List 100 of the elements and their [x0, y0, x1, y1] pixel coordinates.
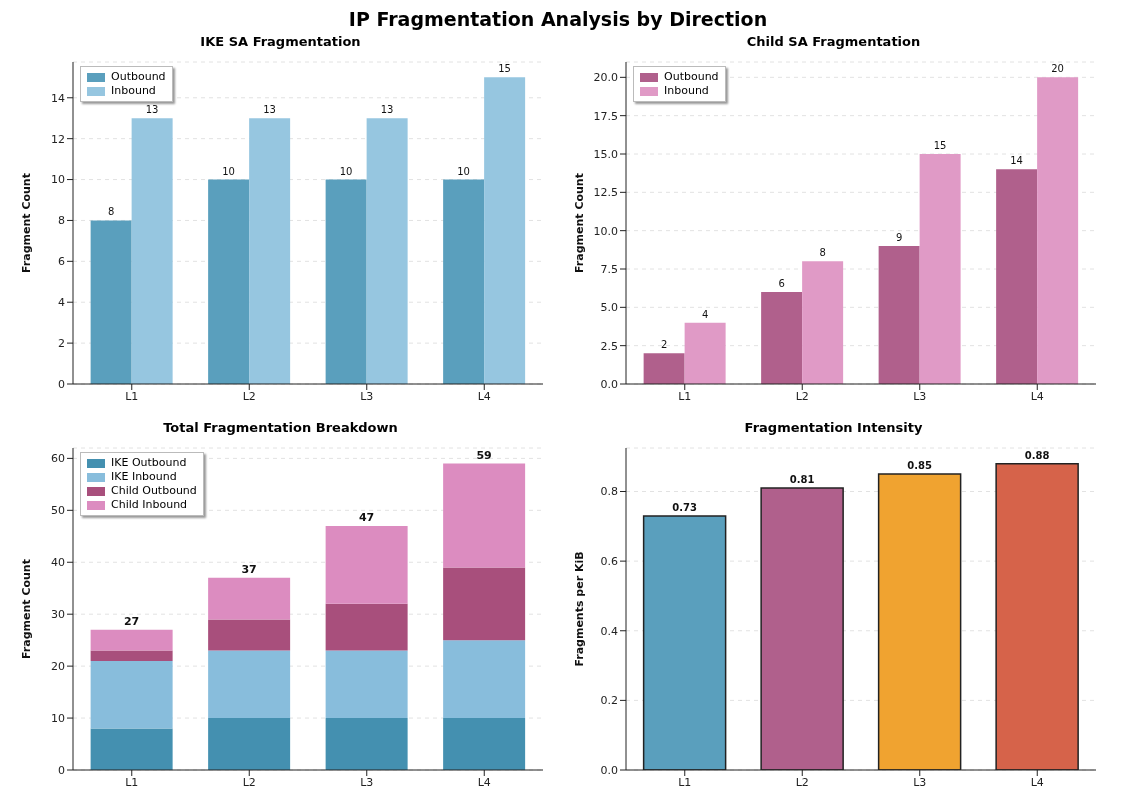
y-tick-label: 12: [51, 132, 65, 146]
x-tick-label: L3: [913, 389, 927, 403]
data-label: 10: [457, 165, 470, 177]
y-tick-label: 4: [58, 296, 65, 310]
legend-label: Outbound: [664, 70, 719, 84]
x-tick-label: L3: [913, 775, 927, 789]
y-tick-label: 20: [51, 660, 65, 674]
y-tick-label: 10: [51, 711, 65, 725]
y-tick-label: 0.6: [600, 555, 618, 569]
legend-label: Outbound: [111, 70, 166, 84]
y-tick-label: 6: [58, 255, 65, 269]
total-label: 47: [358, 510, 375, 524]
data-label: 9: [895, 232, 903, 243]
y-tick-label: 2: [58, 337, 65, 351]
data-label: 8: [107, 206, 115, 218]
bar: [443, 179, 485, 384]
legend-label: Inbound: [111, 84, 156, 98]
y-tick-label: 0.2: [600, 694, 618, 708]
x-tick-label: L1: [125, 389, 139, 403]
data-label: 0.88: [1024, 449, 1050, 461]
bar: [90, 629, 173, 651]
bar: [366, 118, 408, 384]
legend-label: Inbound: [664, 84, 709, 98]
y-axis-title: Fragment Count: [572, 173, 586, 273]
y-axis-title: Fragments per KiB: [572, 551, 586, 667]
text: IP Fragmentation Analysis by Direction: [348, 8, 768, 30]
bar: [208, 718, 291, 770]
y-tick-label: 12.5: [593, 186, 618, 200]
chart-title: Child SA Fragmentation: [745, 34, 922, 51]
data-label: 15: [498, 63, 511, 75]
x-tick-label: L3: [360, 389, 374, 403]
bar: [325, 718, 408, 770]
y-tick-label: 60: [51, 452, 65, 466]
y-tick-label: 8: [58, 214, 65, 228]
data-label: 6: [778, 278, 785, 289]
x-tick-label: L1: [678, 775, 692, 789]
bar: [131, 118, 173, 384]
bar: [90, 220, 132, 384]
data-label: 10: [222, 165, 235, 177]
data-label: 13: [380, 104, 394, 116]
data-label: 8: [819, 247, 826, 259]
bar: [878, 246, 920, 384]
x-tick-label: L4: [1030, 775, 1044, 789]
x-tick-label: L4: [477, 775, 491, 789]
x-tick-label: L2: [795, 389, 809, 403]
total-label: 27: [123, 614, 140, 628]
bar: [325, 650, 408, 719]
bar: [919, 154, 961, 384]
bar: [208, 577, 291, 620]
bar: [325, 603, 408, 651]
bar: [443, 718, 526, 770]
x-tick-label: L2: [795, 775, 809, 789]
x-tick-label: L4: [1030, 389, 1044, 403]
y-tick-label: 0.0: [600, 763, 618, 777]
x-tick-label: L3: [360, 775, 374, 789]
chart-title: IKE SA Fragmentation: [199, 34, 362, 51]
y-tick-label: 30: [51, 608, 65, 622]
bar: [484, 77, 526, 384]
y-tick-label: 10.0: [593, 224, 618, 238]
data-label: 4: [701, 308, 709, 320]
data-label: 13: [145, 104, 159, 116]
data-label: 15: [933, 140, 947, 151]
bar: [761, 292, 803, 384]
x-tick-label: L2: [242, 775, 256, 789]
bar: [208, 650, 291, 719]
bar: [643, 353, 685, 384]
bar: [1037, 77, 1079, 384]
bar: [443, 463, 526, 568]
x-tick-label: L1: [125, 775, 139, 789]
y-tick-label: 0.4: [600, 624, 618, 638]
bar: [802, 261, 844, 384]
chart-title: Fragmentation Intensity: [743, 420, 924, 437]
y-tick-label: 10: [51, 173, 65, 187]
bar: [249, 118, 291, 384]
y-tick-label: 50: [51, 504, 65, 518]
bar: [443, 640, 526, 719]
bar: [90, 660, 173, 729]
y-tick-label: 15.0: [593, 147, 618, 161]
total-label: 59: [476, 448, 492, 462]
data-label: 14: [1010, 155, 1023, 167]
data-label: 0.73: [672, 501, 697, 513]
y-tick-label: 7.5: [600, 262, 618, 276]
legend-label: IKE Inbound: [111, 470, 177, 484]
y-axis-title: Fragment Count: [19, 559, 33, 659]
bar: [443, 567, 526, 641]
data-label: 20: [1051, 63, 1064, 75]
y-tick-label: 40: [51, 556, 65, 570]
bar: [325, 525, 408, 604]
x-tick-label: L1: [678, 389, 692, 403]
bar: [208, 619, 291, 651]
y-tick-label: 17.5: [593, 109, 618, 123]
y-tick-label: 0: [58, 377, 65, 391]
chart-title: Total Fragmentation Breakdown: [162, 420, 399, 437]
bar: [684, 322, 726, 384]
y-tick-label: 0.8: [600, 485, 618, 499]
x-tick-label: L4: [477, 389, 491, 403]
y-tick-label: 20.0: [593, 71, 618, 85]
bar: [208, 179, 250, 384]
y-tick-label: 0.0: [600, 377, 618, 391]
data-label: 13: [263, 104, 276, 116]
